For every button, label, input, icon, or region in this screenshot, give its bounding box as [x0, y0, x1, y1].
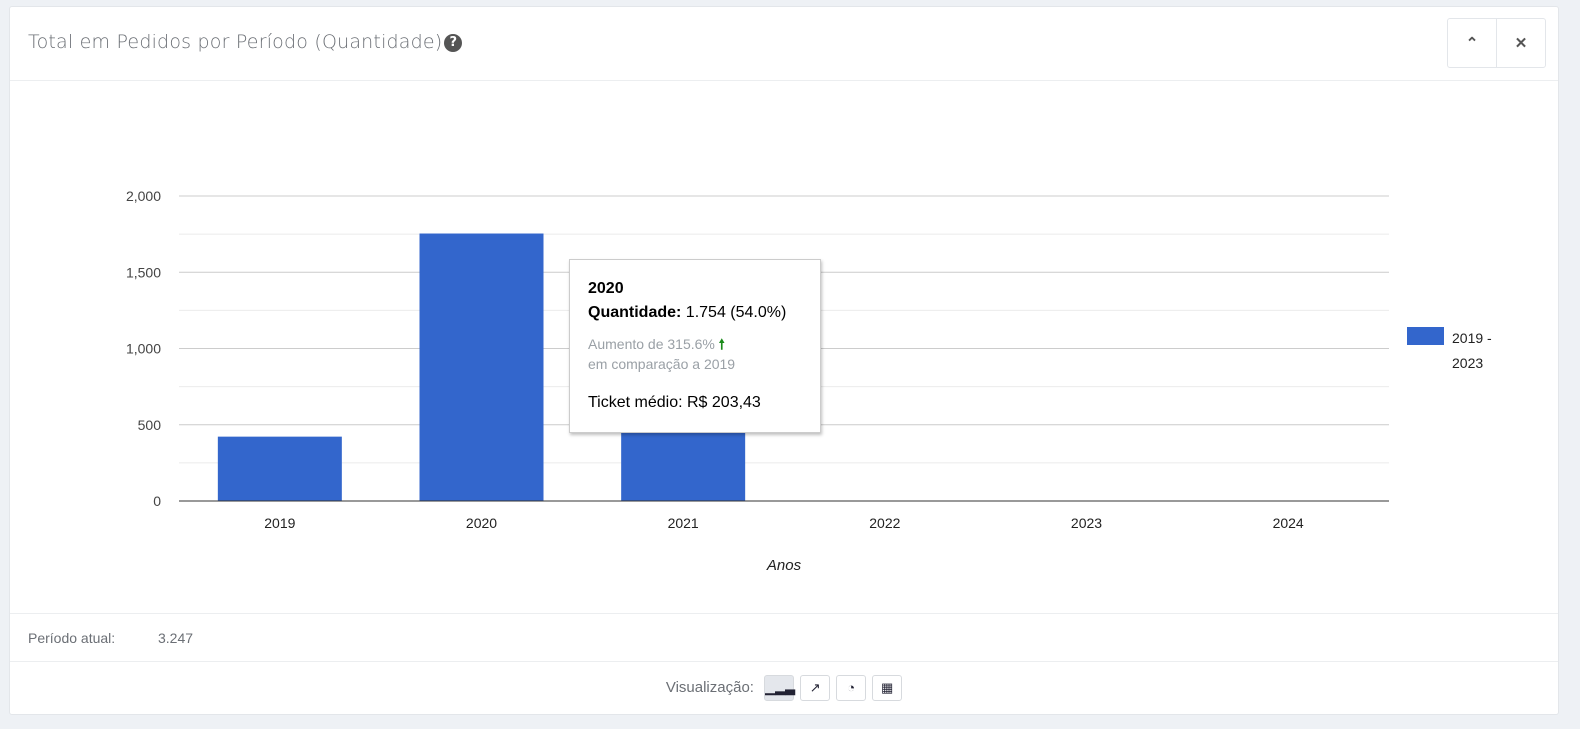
- y-tick-label: 1,500: [126, 264, 161, 280]
- tooltip: 2020 Quantidade: 1.754 (54.0%) Aumento d…: [569, 259, 821, 433]
- period-summary: Período atual: 3.247: [10, 613, 1558, 662]
- arrow-up-icon: 🠕: [718, 336, 725, 352]
- x-tick-label: 2022: [869, 515, 900, 531]
- close-button[interactable]: ✕: [1496, 19, 1545, 67]
- table-icon: ▦: [880, 680, 894, 695]
- line-chart-icon: ↗: [809, 680, 821, 695]
- tooltip-ticket: Ticket médio: R$ 203,43: [588, 394, 761, 411]
- pie-chart-view-button[interactable]: ◔: [836, 675, 867, 701]
- tooltip-quantity-label: Quantidade:: [588, 304, 682, 321]
- bar-chart-view-button[interactable]: ▁▂▃: [764, 675, 796, 701]
- tooltip-increase: Aumento de 315.6% 🠕: [588, 334, 725, 358]
- collapse-button[interactable]: ⌃: [1448, 19, 1496, 67]
- legend-swatch: [1407, 327, 1444, 345]
- card-title: Total em Pedidos por Período (Quantidade…: [28, 31, 463, 53]
- legend-label-line2: 2023: [1452, 355, 1483, 371]
- tooltip-compare: em comparação a 2019: [588, 356, 736, 372]
- y-tick-label: 2,000: [126, 188, 161, 204]
- y-tick-label: 1,000: [126, 341, 161, 357]
- view-label: Visualização:: [665, 678, 754, 696]
- pie-chart-icon: ◔: [847, 680, 856, 695]
- bar-2020: [419, 233, 544, 501]
- bar-2019: [217, 436, 342, 501]
- x-tick-label: 2023: [1071, 515, 1102, 531]
- x-tick-label: 2021: [668, 515, 699, 531]
- chevron-up-icon: ⌃: [1465, 35, 1479, 52]
- x-tick-label: 2024: [1273, 515, 1304, 531]
- card-header: Total em Pedidos por Período (Quantidade…: [10, 7, 1558, 81]
- period-label: Período atual:: [28, 630, 116, 646]
- table-view-button[interactable]: ▦: [872, 675, 903, 701]
- x-tick-label: 2020: [466, 515, 497, 531]
- tooltip-quantity: Quantidade: 1.754 (54.0%): [588, 304, 786, 322]
- x-tick-label: 2019: [264, 515, 295, 531]
- x-axis-title: Anos: [766, 557, 802, 574]
- y-tick-label: 500: [138, 417, 162, 433]
- card-actions: ⌃ ✕: [1447, 18, 1546, 68]
- tooltip-increase-text: Aumento de 315.6%: [588, 336, 715, 352]
- y-tick-label: 0: [153, 493, 161, 509]
- legend-label-line1: 2019 -: [1452, 330, 1492, 346]
- bar-chart-icon: ▁▂▃: [765, 680, 796, 695]
- tooltip-quantity-value: 1.754 (54.0%): [685, 304, 787, 321]
- period-value: 3.247: [158, 630, 194, 646]
- chart-card: Total em Pedidos por Período (Quantidade…: [9, 6, 1559, 715]
- view-switcher: Visualização: ▁▂▃ ↗ ◔ ▦: [10, 675, 1558, 701]
- question-circle-icon[interactable]: ?: [444, 34, 463, 52]
- line-chart-view-button[interactable]: ↗: [800, 675, 831, 701]
- tooltip-year: 2020: [588, 280, 624, 297]
- close-icon: ✕: [1514, 35, 1528, 52]
- title-text: Total em Pedidos por Período (Quantidade…: [28, 31, 443, 53]
